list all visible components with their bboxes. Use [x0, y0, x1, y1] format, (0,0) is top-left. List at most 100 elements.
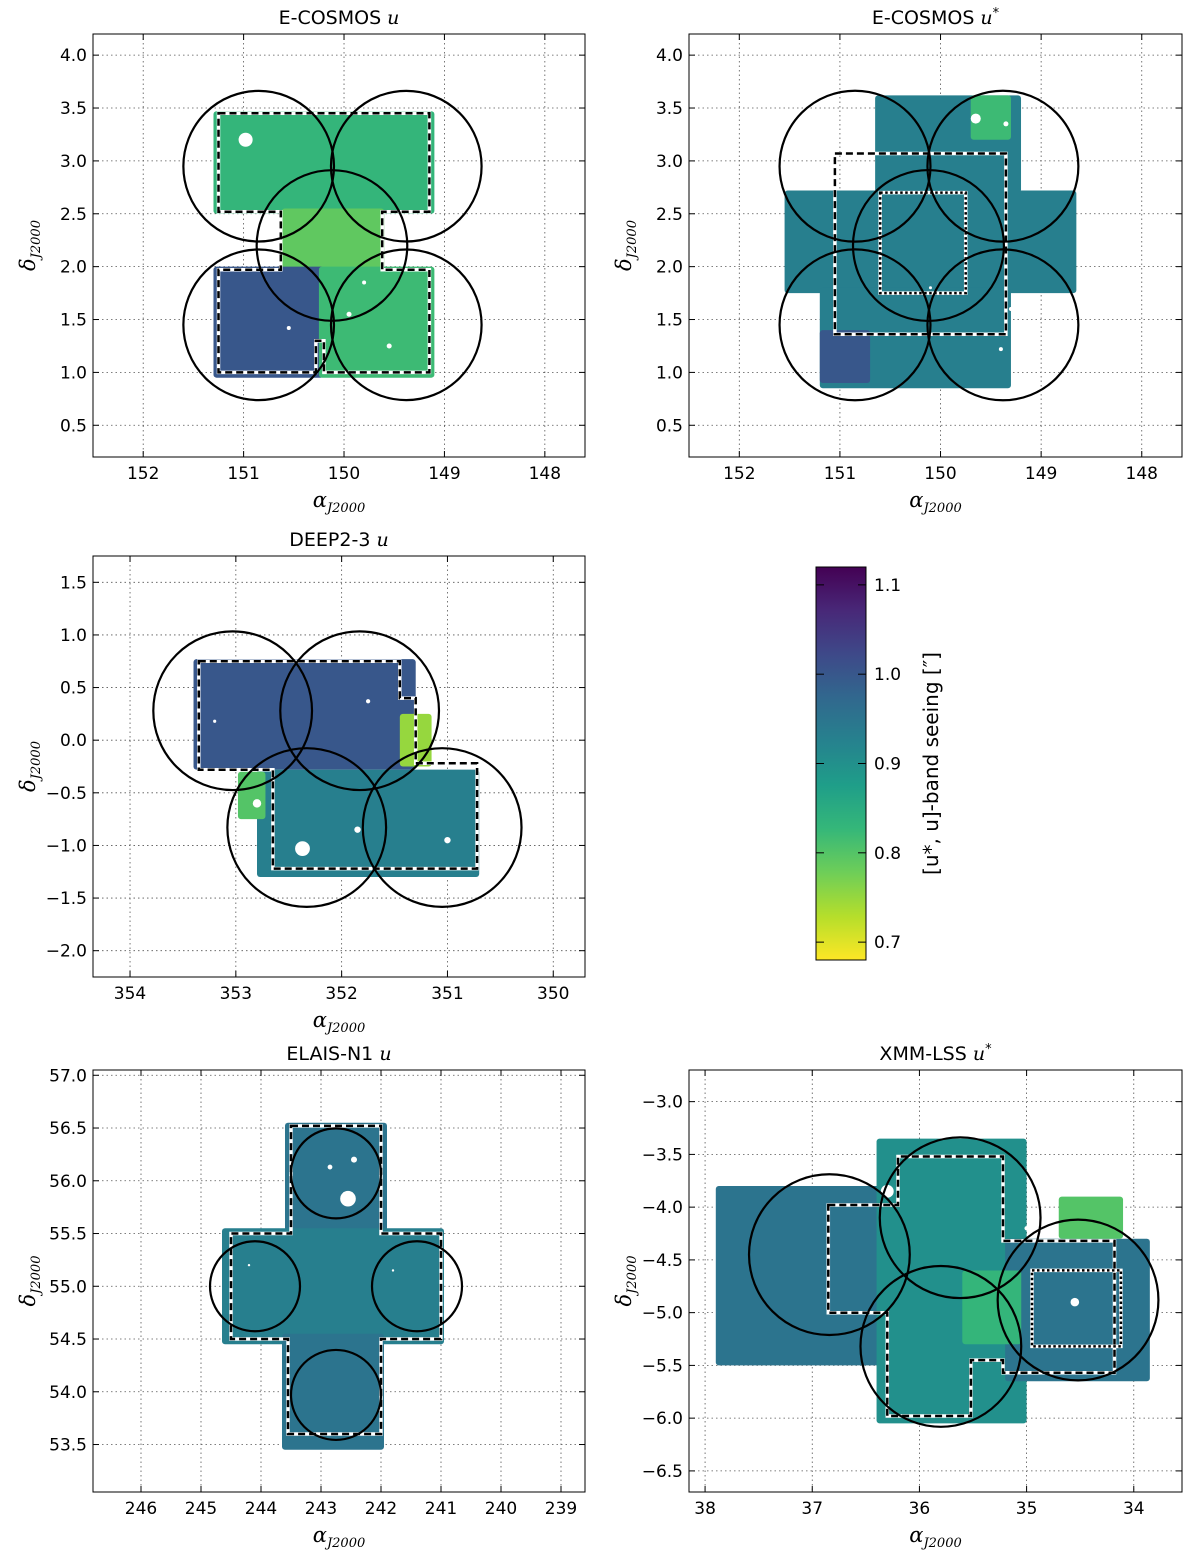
masked-region: [1003, 121, 1009, 127]
plot-area: [93, 1070, 585, 1492]
y-tick-label: −6.0: [642, 1409, 683, 1429]
pointing-circle: [878, 1136, 1042, 1300]
y-tick-label: 0.5: [60, 416, 87, 436]
y-tick-label: 4.0: [656, 46, 683, 66]
pointing-circle: [182, 89, 336, 243]
y-tick-label: 2.5: [60, 205, 87, 225]
masked-region: [386, 343, 392, 349]
x-tick-label: 151: [824, 464, 856, 484]
masked-region: [238, 132, 253, 147]
panel-title: E-COSMOS u*: [872, 6, 1000, 29]
seeing-patch: [257, 769, 480, 878]
y-tick-label: −4.0: [642, 1198, 683, 1218]
y-tick-label: −1.5: [46, 889, 87, 909]
seeing-patch: [282, 1333, 384, 1450]
pointing-circle: [329, 248, 483, 402]
x-tick-label: 149: [428, 464, 460, 484]
y-tick-label: −5.0: [642, 1304, 683, 1324]
y-tick-label: 54.0: [49, 1383, 87, 1403]
masked-region: [252, 799, 262, 808]
panel-elaisn1-u: 246 245 244 243 242 241 240 239 53.5 54.0 54.5 55.0…: [16, 1043, 586, 1551]
y-tick-label: −4.5: [642, 1251, 683, 1271]
y-tick-label: −5.5: [642, 1356, 683, 1376]
x-axis-label: αJ2000: [313, 1523, 365, 1551]
y-tick-label: −0.5: [46, 784, 87, 804]
axes-frame: [92, 33, 586, 458]
y-tick-label: 0.5: [60, 679, 87, 699]
panel-xmmlss-ustar: 38 37 36 35 34 −6.5 −6.0 −5.5 −5.0 −4.5 −4.0 −3.5 −3…: [612, 1042, 1183, 1551]
masked-region: [354, 826, 361, 833]
footprint-dashed: [833, 152, 1008, 336]
y-tick-label: 1.5: [656, 311, 683, 331]
y-tick-label: 3.0: [60, 152, 87, 172]
y-tick-label: 1.0: [60, 363, 87, 383]
plot-area: [93, 34, 585, 457]
pointing-circle: [226, 747, 388, 908]
pointing-circle: [747, 1173, 911, 1337]
pointing-circle: [926, 248, 1080, 402]
pointing-circle: [859, 1264, 1023, 1428]
x-tick-label: 246: [125, 1499, 157, 1519]
y-axis-label: δJ2000: [16, 741, 44, 792]
colorbar-tick-label: 1.0: [874, 665, 901, 685]
masked-region: [247, 1263, 251, 1267]
footprint-dashed: [827, 1155, 1116, 1418]
colorbar: 0.7 0.8 0.9 1.0 1.1 [u*, u]-band seeing [″]: [815, 566, 943, 961]
axes-frame: [688, 33, 1183, 458]
pointing-circle: [208, 1240, 302, 1333]
x-tick-label: 352: [325, 984, 357, 1004]
y-tick-label: 56.5: [49, 1119, 87, 1139]
colorbar-tick-label: 0.9: [874, 755, 901, 775]
panel-title: ELAIS-N1 u: [286, 1043, 391, 1065]
y-tick-label: 1.5: [60, 573, 87, 593]
y-tick-label: 55.5: [49, 1225, 87, 1245]
masked-region: [213, 719, 217, 723]
y-tick-label: 0.0: [60, 731, 87, 751]
masked-region: [351, 1156, 357, 1163]
seeing-patch: [318, 266, 435, 378]
y-tick-label: 3.5: [656, 99, 683, 119]
x-tick-label: 240: [485, 1499, 517, 1519]
panel-ecosmos-u: 152 151 150 149 148 0.5 1.0 1.5 2.0 2.5 3.0 3.5 4.0 E…: [16, 7, 586, 516]
plot-area: [689, 34, 1182, 457]
y-tick-label: 55.0: [49, 1277, 87, 1297]
masked-region: [1008, 306, 1013, 311]
x-tick-label: 244: [245, 1499, 277, 1519]
axes-frame: [688, 1069, 1183, 1493]
masked-region: [1024, 1226, 1029, 1231]
footprint-dashed: [217, 112, 431, 374]
y-tick-label: 1.5: [60, 311, 87, 331]
masked-region: [346, 311, 352, 317]
seeing-patch: [285, 1122, 387, 1239]
footprint-dotted: [878, 191, 967, 295]
seeing-patch: [193, 659, 416, 770]
masked-region: [327, 1164, 333, 1170]
x-tick-label: 38: [694, 1499, 716, 1519]
masked-region: [286, 325, 291, 330]
plot-area: [93, 556, 585, 977]
x-axis-label: αJ2000: [909, 488, 961, 516]
pointing-circle: [182, 248, 336, 402]
pointing-circle: [778, 248, 932, 402]
seeing-patch: [876, 1138, 1027, 1424]
masked-region: [970, 113, 981, 124]
seeing-patch: [784, 190, 1077, 294]
masked-region: [1070, 1297, 1080, 1307]
seeing-patch: [237, 771, 266, 820]
x-tick-label: 36: [909, 1499, 931, 1519]
x-tick-label: 150: [328, 464, 360, 484]
colorbar-label: [u*, u]-band seeing [″]: [919, 652, 943, 875]
x-axis-label: αJ2000: [909, 1523, 961, 1551]
y-tick-label: 53.5: [49, 1436, 87, 1456]
masked-region: [365, 699, 371, 704]
x-tick-label: 239: [545, 1499, 577, 1519]
axes-frame: [92, 555, 586, 978]
pointing-circle: [361, 747, 523, 908]
y-axis-label: δJ2000: [16, 1256, 44, 1307]
x-tick-label: 354: [114, 984, 146, 1004]
x-tick-label: 151: [227, 464, 259, 484]
x-tick-label: 241: [425, 1499, 457, 1519]
pointing-circle: [289, 1127, 383, 1220]
pointing-circle: [152, 630, 314, 792]
